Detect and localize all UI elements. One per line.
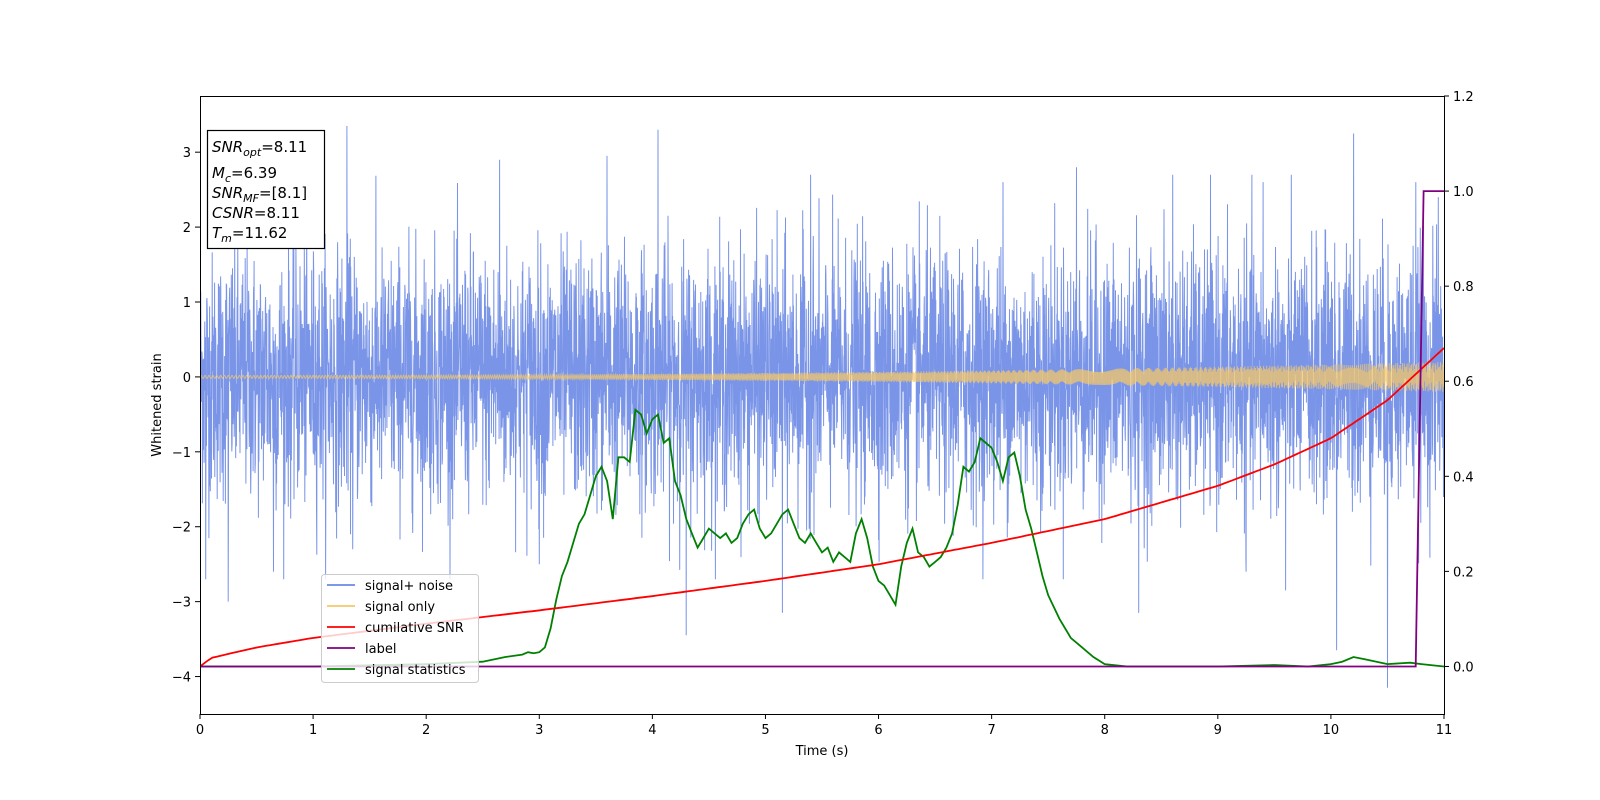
y2-tick-label: 0.4 <box>1453 470 1474 485</box>
x-tick-label: 2 <box>422 723 430 738</box>
y2-tick-label: 0.2 <box>1453 565 1474 580</box>
x-tick-label: 0 <box>196 723 204 738</box>
signal-only-series-line <box>200 362 1444 392</box>
y-axis-right: 0.0 0.2 0.4 0.6 0.8 1.0 1.2 <box>1444 90 1474 675</box>
annotation-mc: Mc=6.39 <box>212 164 277 185</box>
annotation-csnr: CSNR=8.11 <box>212 204 300 222</box>
annotation-tm: Tm=11.62 <box>212 224 287 245</box>
y-tick-label: 0 <box>183 371 191 386</box>
legend: signal+ noise signal only cumilative SNR… <box>321 574 479 683</box>
legend-label: signal statistics <box>365 663 466 678</box>
legend-entry-signal-noise: signal+ noise <box>327 579 453 594</box>
annotation-snr-mf: SNRMF=[8.1] <box>212 184 307 205</box>
y2-tick-label: 0.6 <box>1453 375 1474 390</box>
annotation-frame <box>206 129 326 250</box>
y-tick-label: 3 <box>183 146 191 161</box>
legend-label: cumilative SNR <box>365 621 464 636</box>
legend-label: label <box>365 642 396 657</box>
x-tick-label: 10 <box>1323 723 1340 738</box>
y-tick-label: −3 <box>172 596 191 611</box>
y2-tick-label: 0.0 <box>1453 660 1474 675</box>
y2-tick-label: 1.2 <box>1453 90 1474 105</box>
legend-label: signal+ noise <box>365 579 453 594</box>
x-axis-label: Time (s) <box>795 744 849 759</box>
y-tick-label: −4 <box>172 671 191 686</box>
x-axis: 0 1 2 3 4 5 6 7 8 9 10 11 <box>196 714 1452 738</box>
x-tick-label: 7 <box>987 723 995 738</box>
y-axis-label: Whitened strain <box>150 353 165 456</box>
legend-entry-label: label <box>327 642 396 657</box>
x-tick-label: 6 <box>874 723 882 738</box>
y-tick-label: 2 <box>183 221 191 236</box>
x-tick-label: 5 <box>761 723 769 738</box>
y-axis-left: −4 −3 −2 −1 0 1 2 3 <box>172 146 200 686</box>
y2-tick-label: 1.0 <box>1453 185 1474 200</box>
y-tick-label: −1 <box>172 446 191 461</box>
signal-statistics-series-line <box>200 408 1444 668</box>
y2-tick-label: 0.8 <box>1453 280 1474 295</box>
y-tick-label: −2 <box>172 521 191 536</box>
signal-noise-series-line <box>200 125 1444 688</box>
legend-entry-signal-only: signal only <box>327 600 435 615</box>
annotation-box: SNRopt=8.11 Mc=6.39 SNRMF=[8.1] CSNR=8.1… <box>206 129 326 250</box>
legend-label: signal only <box>365 600 435 615</box>
x-tick-label: 8 <box>1101 723 1109 738</box>
y-tick-label: 1 <box>183 296 191 311</box>
annotation-snr-opt: SNRopt=8.11 <box>212 138 307 159</box>
x-tick-label: 3 <box>535 723 543 738</box>
label-series-line <box>200 190 1444 668</box>
x-tick-label: 9 <box>1214 723 1222 738</box>
legend-entry-signal-statistics: signal statistics <box>327 663 466 678</box>
legend-entry-cumilative-snr: cumilative SNR <box>327 621 464 636</box>
x-tick-label: 4 <box>648 723 656 738</box>
x-tick-label: 1 <box>309 723 317 738</box>
plot-frame <box>200 96 1445 715</box>
x-tick-label: 11 <box>1436 723 1453 738</box>
legend-frame <box>321 574 479 683</box>
